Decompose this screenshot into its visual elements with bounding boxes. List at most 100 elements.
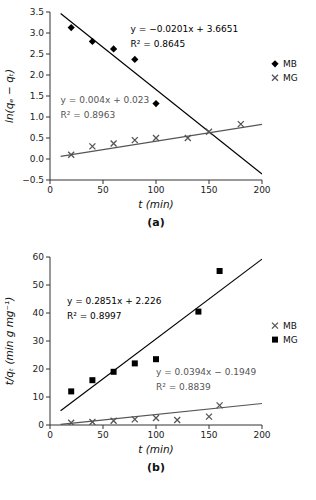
x-tick <box>156 180 157 184</box>
legend-label: MG <box>283 73 298 83</box>
data-point <box>153 135 159 141</box>
data-point <box>152 100 159 107</box>
x-tick-label: 50 <box>97 430 109 440</box>
data-point <box>153 415 159 421</box>
data-point <box>89 419 95 425</box>
y-tick-label: 0.5 <box>30 133 44 143</box>
x-tick <box>209 425 210 429</box>
y-tick <box>46 397 50 398</box>
y-axis-label: ln(qₑ − qₜ) <box>3 69 15 123</box>
y-tick-label: 3.5 <box>30 7 44 17</box>
subtitle: (b) <box>147 461 165 474</box>
legend-marker <box>271 60 278 67</box>
x-tick <box>103 180 104 184</box>
y-tick <box>46 369 50 370</box>
data-point <box>131 56 138 63</box>
x-axis-label: t (min) <box>138 198 173 210</box>
data-point <box>206 129 212 135</box>
x-tick-label: 0 <box>47 430 53 440</box>
x-tick-label: 200 <box>253 185 270 195</box>
data-point <box>68 388 74 394</box>
y-tick-label: 50 <box>33 280 45 290</box>
panel: 0102030405060050100150200t (min)t/qₜ (mi… <box>3 252 298 474</box>
data-point <box>68 420 74 425</box>
annotation: R² = 0.8645 <box>131 39 186 49</box>
annotation: y = 0.0394x − 0.1949 <box>156 367 256 377</box>
y-tick <box>46 138 50 139</box>
y-tick <box>46 12 50 13</box>
annotation: R² = 0.8963 <box>61 110 116 120</box>
legend: MB MG <box>271 59 297 83</box>
data-point <box>132 137 138 143</box>
chart-canvas: −0.50.00.51.01.52.02.53.03.5050100150200… <box>0 0 316 500</box>
x-tick <box>50 180 51 184</box>
legend-label: MG <box>283 335 298 345</box>
data-point <box>153 356 159 362</box>
x-tick-label: 0 <box>47 185 53 195</box>
data-point <box>217 268 223 274</box>
data-point <box>132 360 138 366</box>
y-tick <box>46 96 50 97</box>
legend-marker <box>272 323 278 329</box>
data-point <box>185 135 191 141</box>
data-point <box>206 414 212 420</box>
y-tick-label: 0 <box>38 420 44 430</box>
y-tick <box>46 117 50 118</box>
y-tick-label: 1.0 <box>30 112 45 122</box>
data-point <box>195 309 201 315</box>
x-tick <box>262 425 263 429</box>
plot-area <box>61 259 262 425</box>
data-point <box>111 369 117 375</box>
plot-area <box>61 14 262 174</box>
data-point <box>174 417 180 423</box>
y-tick-label: 0.0 <box>30 154 45 164</box>
y-tick-label: 2.0 <box>30 70 45 80</box>
y-tick <box>46 75 50 76</box>
x-tick-label: 200 <box>253 430 270 440</box>
y-tick-label: 2.5 <box>30 49 44 59</box>
annotation: R² = 0.8997 <box>67 311 122 321</box>
y-tick-label: 1.5 <box>30 91 44 101</box>
y-tick <box>46 180 50 181</box>
y-tick <box>46 313 50 314</box>
y-tick <box>46 54 50 55</box>
y-tick <box>46 285 50 286</box>
annotation: R² = 0.8839 <box>156 382 211 392</box>
x-tick-label: 100 <box>147 430 164 440</box>
data-point <box>89 143 95 149</box>
panel: −0.5 0.0 0.5 1.0 1.5 2.0 2.5 3.0 3.5 0 50 100 150 200… <box>3 7 298 229</box>
subtitle: (a) <box>147 216 164 229</box>
x-tick <box>103 425 104 429</box>
y-tick-label: −0.5 <box>22 175 44 185</box>
legend-marker <box>272 337 278 343</box>
x-tick-label: 150 <box>200 430 217 440</box>
x-tick <box>209 180 210 184</box>
trend-line <box>61 124 262 156</box>
data-point <box>132 416 138 422</box>
y-tick-label: 60 <box>33 252 45 262</box>
y-tick-label: 20 <box>33 364 45 374</box>
legend: MB MG <box>272 321 298 345</box>
trend-line <box>61 259 262 411</box>
data-point <box>89 38 96 45</box>
trend-line <box>61 14 262 174</box>
legend-marker <box>272 75 278 81</box>
y-tick-label: 3.0 <box>30 28 45 38</box>
data-point <box>68 24 75 31</box>
trend-line <box>61 403 262 424</box>
y-tick <box>46 33 50 34</box>
legend-label: MB <box>283 321 297 331</box>
y-axis-label: t/qₜ (min g mg⁻¹) <box>3 297 15 386</box>
x-tick <box>262 180 263 184</box>
y-tick-label: 10 <box>33 392 45 402</box>
data-point <box>238 121 244 127</box>
x-tick <box>50 425 51 429</box>
annotation: y = −0.0201x + 3.6651 <box>131 24 239 34</box>
data-point <box>89 377 95 383</box>
x-tick-label: 150 <box>200 185 217 195</box>
annotation: y = 0.004x + 0.023 <box>61 95 150 105</box>
data-point <box>111 418 117 424</box>
x-tick-label: 100 <box>147 185 164 195</box>
legend-label: MB <box>283 59 297 69</box>
x-tick-label: 50 <box>97 185 109 195</box>
